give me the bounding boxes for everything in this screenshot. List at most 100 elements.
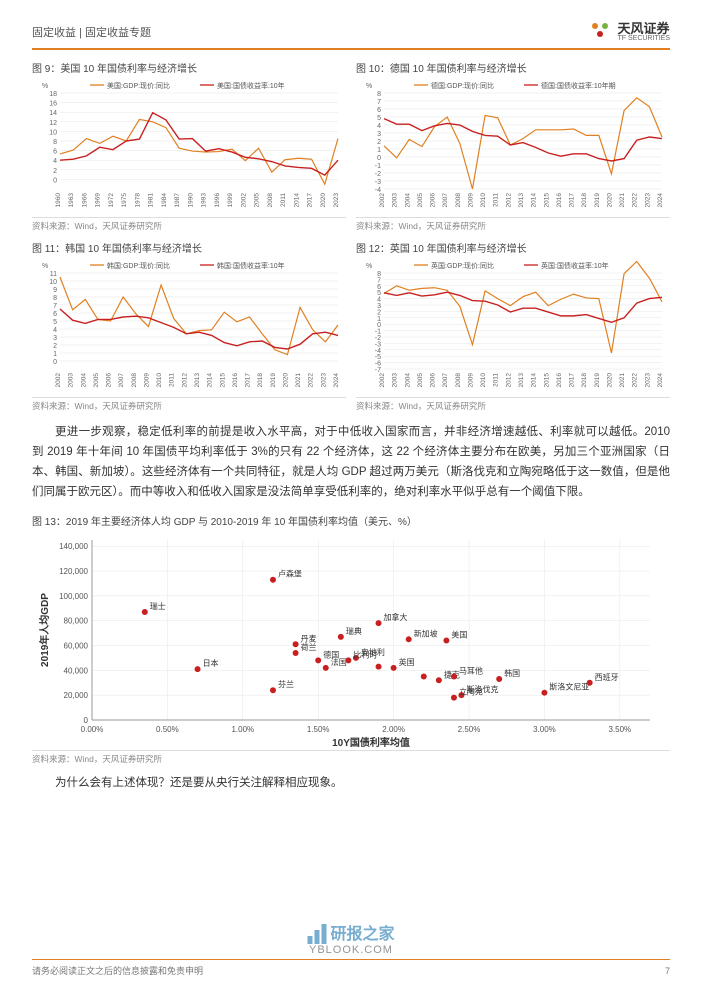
svg-text:2016: 2016 xyxy=(232,373,239,388)
svg-text:丹麦: 丹麦 xyxy=(301,633,317,643)
svg-text:瑞典: 瑞典 xyxy=(346,625,362,635)
svg-text:2015: 2015 xyxy=(543,373,550,388)
svg-text:芬兰: 芬兰 xyxy=(278,679,294,689)
svg-text:100,000: 100,000 xyxy=(59,591,88,600)
svg-text:2007: 2007 xyxy=(442,193,449,208)
svg-text:-4: -4 xyxy=(375,348,381,355)
svg-text:3: 3 xyxy=(377,303,381,310)
svg-text:0: 0 xyxy=(377,322,381,329)
svg-text:4: 4 xyxy=(53,327,57,334)
svg-text:2023: 2023 xyxy=(320,373,327,388)
svg-text:8: 8 xyxy=(53,295,57,302)
svg-text:2005: 2005 xyxy=(417,373,424,388)
svg-text:0.50%: 0.50% xyxy=(156,725,179,734)
svg-text:1999: 1999 xyxy=(227,193,234,208)
svg-text:10: 10 xyxy=(49,279,57,286)
svg-text:0: 0 xyxy=(84,716,89,725)
svg-text:1963: 1963 xyxy=(68,193,75,208)
svg-text:1.00%: 1.00% xyxy=(231,725,254,734)
logo: 天风证券 TF SECURITIES xyxy=(589,20,670,44)
svg-text:2: 2 xyxy=(53,168,57,175)
svg-text:2021: 2021 xyxy=(295,373,302,388)
svg-text:2.50%: 2.50% xyxy=(458,725,481,734)
svg-text:2018: 2018 xyxy=(581,193,588,208)
page-number: 7 xyxy=(665,966,670,976)
svg-text:2016: 2016 xyxy=(556,193,563,208)
svg-text:美国:GDP:现价:同比: 美国:GDP:现价:同比 xyxy=(107,81,170,90)
chart-13: 图 13：2019 年主要经济体人均 GDP 与 2010-2019 年 10 … xyxy=(32,513,670,765)
svg-text:60,000: 60,000 xyxy=(64,641,89,650)
svg-text:2016: 2016 xyxy=(556,373,563,388)
svg-text:2011: 2011 xyxy=(169,373,176,387)
svg-text:0: 0 xyxy=(377,155,381,162)
svg-text:16: 16 xyxy=(49,101,57,108)
svg-text:2011: 2011 xyxy=(493,193,500,207)
svg-text:1960: 1960 xyxy=(55,193,62,208)
watermark-bars-icon xyxy=(307,924,326,944)
svg-text:2014: 2014 xyxy=(531,373,538,388)
svg-text:3.50%: 3.50% xyxy=(608,725,631,734)
svg-text:比利时: 比利时 xyxy=(353,649,377,659)
svg-text:英国: 英国 xyxy=(399,656,415,666)
svg-text:2020: 2020 xyxy=(606,373,613,388)
svg-text:德国:GDP:现价:同比: 德国:GDP:现价:同比 xyxy=(431,81,494,90)
svg-text:2004: 2004 xyxy=(404,373,411,388)
svg-text:-2: -2 xyxy=(375,171,381,178)
svg-text:1.50%: 1.50% xyxy=(307,725,330,734)
svg-text:6: 6 xyxy=(53,149,57,156)
svg-text:日本: 日本 xyxy=(203,658,219,668)
svg-text:1990: 1990 xyxy=(187,193,194,208)
svg-text:2: 2 xyxy=(377,139,381,146)
svg-text:加拿大: 加拿大 xyxy=(384,612,408,622)
svg-text:2010: 2010 xyxy=(480,373,487,388)
logo-text: 天风证券 TF SECURITIES xyxy=(617,22,670,42)
svg-text:4: 4 xyxy=(377,297,381,304)
svg-text:2011: 2011 xyxy=(280,193,287,207)
svg-text:7: 7 xyxy=(377,99,381,106)
svg-text:1966: 1966 xyxy=(81,193,88,208)
svg-text:2002: 2002 xyxy=(55,373,62,388)
svg-text:1987: 1987 xyxy=(174,193,181,208)
svg-text:2003: 2003 xyxy=(68,373,75,388)
chart-10-source: 资料来源：Wind，天风证券研究所 xyxy=(356,217,670,232)
svg-text:-1: -1 xyxy=(375,163,381,170)
svg-text:立陶宛: 立陶宛 xyxy=(459,686,483,696)
logo-en: TF SECURITIES xyxy=(617,35,670,42)
svg-text:2009: 2009 xyxy=(467,193,474,208)
chart-12-svg: -7-6-5-4-3-2-101234567820022003200420052… xyxy=(356,257,670,397)
svg-text:美国: 美国 xyxy=(451,629,467,639)
svg-text:2.00%: 2.00% xyxy=(382,725,405,734)
chart-11-title: 图 11：韩国 10 年国债利率与经济增长 xyxy=(32,240,346,255)
svg-text:-4: -4 xyxy=(375,187,381,194)
svg-text:2002: 2002 xyxy=(379,193,386,208)
svg-text:2014: 2014 xyxy=(293,193,300,208)
svg-text:0: 0 xyxy=(53,177,57,184)
svg-text:-1: -1 xyxy=(375,329,381,336)
chart-13-source: 资料来源：Wind，天风证券研究所 xyxy=(32,750,670,765)
svg-text:11: 11 xyxy=(50,271,57,278)
svg-text:韩国: 韩国 xyxy=(504,668,520,678)
svg-text:140,000: 140,000 xyxy=(59,542,88,551)
svg-text:2020: 2020 xyxy=(606,193,613,208)
page: 固定收益 | 固定收益专题 天风证券 TF SECURITIES 图 9：美国 … xyxy=(0,0,702,991)
svg-text:5: 5 xyxy=(377,115,381,122)
svg-text:2012: 2012 xyxy=(505,193,512,208)
svg-text:韩国:国债收益率:10年: 韩国:国债收益率:10年 xyxy=(217,261,285,270)
svg-text:2008: 2008 xyxy=(455,373,462,388)
chart-10: 图 10：德国 10 年国债利率与经济增长 -4-3-2-10123456782… xyxy=(356,60,670,232)
svg-text:0: 0 xyxy=(53,359,57,366)
svg-text:2023: 2023 xyxy=(644,193,651,208)
svg-text:2020: 2020 xyxy=(282,373,289,388)
chart-9-svg: 0246810121416181960196319661969197219751… xyxy=(32,77,346,217)
svg-text:18: 18 xyxy=(49,91,57,98)
svg-text:8: 8 xyxy=(377,91,381,98)
svg-text:7: 7 xyxy=(53,303,57,310)
svg-text:1981: 1981 xyxy=(148,193,155,208)
svg-text:2007: 2007 xyxy=(442,373,449,388)
svg-text:2019: 2019 xyxy=(594,373,601,388)
svg-text:2013: 2013 xyxy=(518,373,525,388)
svg-text:2006: 2006 xyxy=(430,193,437,208)
svg-text:2009: 2009 xyxy=(467,373,474,388)
paragraph-2: 为什么会有上述体现？还是要从央行关注解释相应现象。 xyxy=(32,773,670,793)
svg-text:%: % xyxy=(42,263,48,270)
